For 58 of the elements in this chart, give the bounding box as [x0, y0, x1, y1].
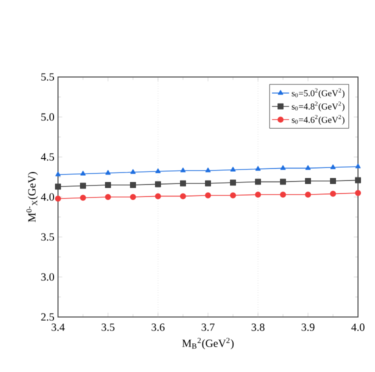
x-tick-label: 4.0: [351, 324, 364, 331]
point: [80, 170, 86, 176]
point: [80, 194, 86, 201]
point: [155, 193, 162, 200]
x-tick-label: 3.4: [52, 324, 65, 331]
point: [55, 172, 61, 176]
point: [355, 177, 361, 184]
point: [280, 165, 286, 170]
legend-label: s$_{0}$=4.6$^{2}$(GeV$^{2}$): [292, 114, 344, 125]
x-tick-label: 3.7: [202, 324, 215, 331]
point: [130, 182, 136, 188]
point: [130, 169, 136, 174]
point: [355, 190, 361, 196]
point: [105, 170, 111, 175]
y-tick-label: 3.0: [41, 273, 54, 281]
x-tick-label: 3.6: [152, 324, 165, 331]
point: [180, 193, 186, 200]
y-tick-label: 4.0: [40, 193, 54, 201]
point: [155, 181, 162, 188]
x-tick-label: 3.8: [252, 324, 264, 331]
point: [205, 192, 211, 198]
point: [55, 196, 62, 202]
legend-label: s$_{0}$=5.0$^{2}$(GeV$^{2}$): [292, 88, 344, 98]
point: [280, 178, 286, 185]
x-tick-label: 3.5: [102, 324, 114, 331]
point: [230, 180, 236, 186]
point: [304, 178, 311, 184]
y-tick-label: 5.0: [41, 113, 54, 121]
point: [180, 180, 186, 186]
point: [304, 192, 311, 198]
point: [205, 180, 211, 186]
point: [105, 182, 112, 188]
x-tick-label: 3.9: [302, 324, 314, 331]
legend-label: s$_{0}$=4.8$^{2}$(GeV$^{2}$): [292, 102, 344, 112]
point: [330, 178, 336, 184]
point: [180, 168, 186, 172]
point: [130, 194, 136, 200]
y-tick-label: 5.5: [41, 73, 54, 81]
point: [55, 184, 62, 190]
point: [330, 190, 336, 197]
y-tick-label: 3.5: [41, 233, 54, 241]
point: [205, 168, 211, 172]
point: [255, 178, 261, 185]
point: [305, 165, 311, 170]
point: [255, 166, 261, 171]
point: [280, 192, 286, 198]
point: [230, 192, 236, 198]
y-axis-title: M$^{0-}$$_{X}$(GeV): [26, 172, 38, 222]
y-tick-label: 2.5: [41, 313, 54, 321]
point: [355, 164, 361, 168]
x-axis-title: M$_{B}$$^{2}$(GeV$^{2}$): [182, 338, 234, 350]
y-tick-label: 4.5: [40, 153, 54, 161]
point: [80, 182, 86, 189]
point: [105, 194, 112, 200]
point: [230, 166, 236, 172]
point: [330, 164, 336, 170]
point: [255, 192, 261, 198]
point: [155, 168, 161, 174]
